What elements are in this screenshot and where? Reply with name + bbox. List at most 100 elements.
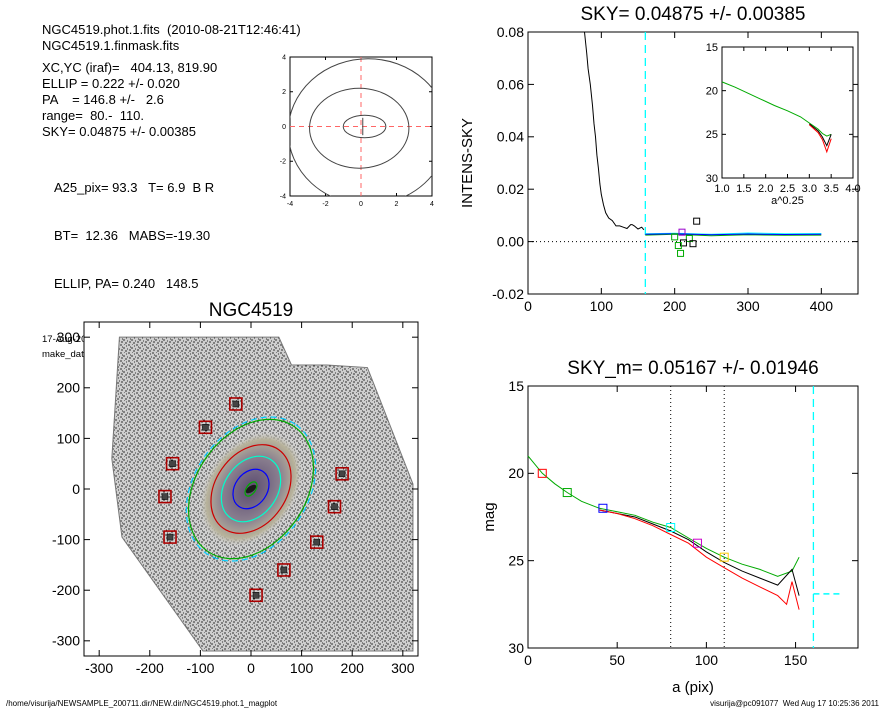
sky-point (689, 240, 697, 248)
sky-series-line (645, 232, 822, 235)
file-line: NGC4519.phot.1.fits (2010-08-21T12:46:41… (42, 22, 301, 37)
sky-box (229, 397, 243, 411)
sky-title: SKY= 0.04875 +/- 0.00385 (580, 4, 805, 25)
inset-series-line (808, 124, 832, 154)
sky-box (335, 467, 349, 481)
param-pa: PA = 146.8 +/- 2.6 (42, 92, 164, 107)
profile-y-axis-label: mag (481, 502, 498, 531)
y-tick-label: 25 (706, 129, 718, 141)
x-tick-label: -300 (85, 660, 113, 676)
sky-point (693, 217, 701, 225)
inset-series-line (808, 123, 832, 147)
sky-box-inner (161, 493, 169, 500)
sky-box-inner (331, 503, 338, 510)
sky-series-line (645, 233, 822, 236)
y-tick-label: 0.02 (497, 181, 524, 197)
plot-frame (527, 385, 859, 649)
isophote-ellipse (244, 481, 258, 497)
x-tick-label: 3.0 (802, 183, 817, 195)
sky-box-inner (313, 538, 321, 546)
y-tick-label: -200 (52, 582, 80, 598)
y-tick-label: 15 (706, 42, 718, 54)
sky-box (165, 456, 180, 471)
sky-point (674, 242, 682, 250)
sky-series-line (645, 233, 822, 237)
param-xcyc: XC,YC (iraf)= 404.13, 819.90 (42, 60, 218, 75)
profile-point (666, 522, 676, 532)
x-tick-label: 4.0 (845, 183, 860, 195)
y-tick-label: 0.04 (497, 129, 524, 145)
image-title: NGC4519 (209, 300, 294, 321)
x-tick-label: 200 (341, 660, 365, 676)
profile-point (692, 538, 702, 548)
sky-point (677, 249, 685, 257)
sky-point (678, 228, 686, 236)
y-tick-label: 30 (508, 640, 524, 656)
x-tick-label: 2.0 (758, 183, 773, 195)
isophote-contour (342, 114, 387, 139)
profile-point (562, 488, 572, 498)
x-tick-label: 300 (736, 298, 760, 314)
sky-box (277, 563, 291, 577)
sky-box (158, 489, 172, 504)
y-tick-label: 0 (72, 481, 80, 497)
isophote-ellipse (185, 416, 317, 562)
y-tick-label: 25 (508, 553, 524, 569)
profile-point (537, 468, 547, 478)
mask-line: NGC4519.1.finmask.fits (42, 38, 180, 53)
profile-series-line (527, 455, 800, 577)
y-tick-label: 300 (57, 329, 81, 345)
isophote-contour (309, 87, 410, 169)
contour-plot: -4 -2 0 2 4 -4 -2 0 2 4 (280, 54, 434, 208)
footer-path: /home/visurija/NEWSAMPLE_200711.dir/NEW.… (6, 699, 278, 708)
profile-series-line (599, 509, 800, 596)
derived-bt: BT= 12.36 MABS=-19.30 (54, 228, 211, 243)
isophote-ellipse (187, 418, 315, 560)
x-tick-label: 0 (247, 660, 255, 676)
x-tick-label: 2.5 (780, 183, 795, 195)
x-tick-label: 1.5 (736, 183, 751, 195)
sky-point (685, 234, 693, 242)
sky-series-line (584, 31, 645, 231)
y-tick-label: 30 (706, 173, 718, 185)
y-tick-label: 200 (57, 380, 81, 396)
x-tick-label: -200 (136, 660, 164, 676)
y-tick-label: 2 (282, 89, 286, 96)
sky-box-inner (169, 460, 176, 467)
galaxy-image-plot: NGC4519 -300 -200 -100 0 100 200 300 -300 -200 -10… (52, 300, 419, 676)
isophote-ellipse (220, 455, 282, 523)
info-block: NGC4519.phot.1.fits (2010-08-21T12:46:41… (42, 22, 301, 362)
y-tick-label: 4 (282, 54, 286, 61)
y-tick-label: -4 (280, 193, 286, 200)
derived-ellip-pa: ELLIP, PA= 0.240 148.5 (54, 276, 199, 291)
x-tick-label: 100 (290, 660, 314, 676)
x-tick-label: 100 (590, 298, 614, 314)
y-tick-label: 20 (706, 86, 718, 98)
y-tick-label: 0 (282, 124, 286, 131)
sky-box (163, 530, 177, 544)
y-tick-label: -0.02 (492, 286, 524, 302)
x-tick-label: 150 (784, 652, 808, 668)
inset-series-line (721, 81, 832, 137)
y-tick-label: 0.08 (497, 24, 524, 40)
y-tick-label: 0.00 (497, 234, 524, 250)
param-sky: SKY= 0.04875 +/- 0.00385 (42, 124, 196, 139)
x-tick-label: 100 (695, 652, 719, 668)
profile-x-axis-label: a (pix) (672, 679, 714, 696)
x-tick-label: 0 (359, 201, 363, 208)
x-tick-label: 3.5 (824, 183, 839, 195)
plot-frame (527, 31, 859, 295)
sky-box-inner (232, 400, 240, 408)
derived-a25: A25_pix= 93.3 T= 6.9 B R (54, 180, 215, 195)
param-ellip: ELLIP = 0.222 +/- 0.020 (42, 76, 180, 91)
footer-user: visurija@pc091077 Wed Aug 17 10:25:36 20… (710, 699, 879, 708)
inset-background (722, 47, 853, 178)
sky-y-axis-label: INTENS-SKY (459, 118, 476, 208)
sky-box (198, 420, 213, 435)
x-tick-label: 2 (395, 201, 399, 208)
sky-box-inner (280, 566, 288, 574)
sky-box (249, 588, 263, 603)
x-tick-label: 300 (391, 660, 415, 676)
x-tick-label: -100 (186, 660, 214, 676)
